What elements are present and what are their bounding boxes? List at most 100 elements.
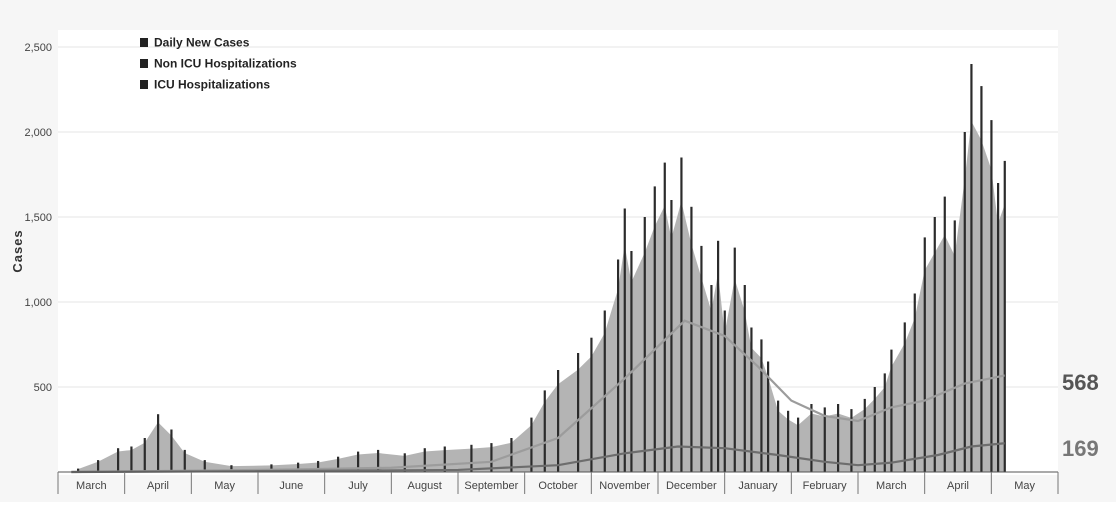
- x-tick-label: April: [947, 480, 969, 492]
- x-tick-label: March: [76, 480, 107, 492]
- y-tick-label: 1,000: [24, 297, 52, 309]
- daily-cases-bar-35: [680, 157, 683, 472]
- x-tick-label: August: [408, 480, 442, 492]
- daily-cases-bar-52: [850, 409, 853, 472]
- daily-cases-bar-45: [767, 361, 770, 472]
- daily-cases-bar-65: [980, 86, 983, 472]
- daily-cases-bar-20: [490, 443, 493, 472]
- daily-cases-bar-9: [230, 465, 233, 472]
- non-icu-end-value: 568: [1062, 370, 1099, 395]
- daily-cases-bar-22: [530, 417, 533, 472]
- daily-cases-bar-24: [557, 370, 560, 472]
- legend-item-label: ICU Hospitalizations: [154, 78, 270, 92]
- daily-cases-bar-51: [837, 404, 840, 472]
- daily-cases-bar-1: [97, 460, 100, 472]
- daily-cases-bar-10: [270, 464, 273, 472]
- daily-cases-bar-0: [77, 468, 80, 472]
- x-tick-label: May: [214, 480, 235, 492]
- legend-item-label: Non ICU Hospitalizations: [154, 57, 297, 71]
- x-tick-label: January: [738, 480, 778, 492]
- x-tick-label: September: [464, 480, 518, 492]
- daily-cases-bar-46: [777, 400, 780, 472]
- x-tick-label: February: [803, 480, 848, 492]
- daily-cases-bar-54: [873, 387, 876, 472]
- x-tick-label: May: [1014, 480, 1035, 492]
- daily-cases-bar-40: [723, 310, 726, 472]
- y-tick-label: 1,500: [24, 212, 52, 224]
- daily-cases-bar-67: [997, 183, 1000, 472]
- daily-cases-bar-27: [603, 310, 606, 472]
- daily-cases-bar-61: [943, 196, 946, 472]
- legend-swatch: [140, 80, 148, 89]
- daily-cases-bar-30: [630, 251, 633, 472]
- y-axis-label: Cases: [10, 229, 25, 272]
- daily-cases-bar-53: [863, 398, 866, 472]
- icu-end-value: 169: [1062, 436, 1099, 461]
- y-tick-label: 2,000: [24, 127, 52, 139]
- y-tick-label: 500: [34, 382, 52, 394]
- daily-cases-bar-3: [130, 446, 133, 472]
- daily-cases-bar-47: [787, 410, 790, 472]
- daily-cases-bar-48: [797, 417, 800, 472]
- daily-cases-bar-17: [423, 448, 426, 472]
- daily-cases-bar-8: [203, 460, 206, 472]
- daily-cases-bar-32: [653, 186, 656, 472]
- daily-cases-bar-37: [700, 245, 703, 472]
- daily-cases-bar-25: [577, 353, 580, 472]
- daily-cases-bar-28: [617, 259, 620, 472]
- x-tick-label: October: [538, 480, 577, 492]
- daily-cases-bar-50: [823, 407, 826, 472]
- daily-cases-bar-57: [903, 322, 906, 472]
- daily-cases-bar-62: [953, 220, 956, 472]
- daily-cases-bar-11: [297, 462, 300, 472]
- daily-cases-bar-29: [623, 208, 626, 472]
- daily-cases-bar-39: [717, 240, 720, 472]
- icu-hospitalizations-line: [71, 442, 1005, 474]
- daily-cases-bar-43: [750, 327, 753, 472]
- daily-cases-bar-31: [643, 217, 646, 472]
- daily-cases-bar-15: [377, 449, 380, 472]
- daily-cases-bar-19: [470, 444, 473, 472]
- daily-cases-bar-36: [690, 206, 693, 473]
- daily-cases-bar-7: [183, 449, 186, 472]
- daily-cases-bar-60: [933, 217, 936, 472]
- y-tick-label: 2,500: [24, 42, 52, 54]
- daily-cases-bar-66: [990, 120, 993, 472]
- daily-cases-bar-44: [760, 339, 763, 472]
- daily-cases-bar-55: [883, 373, 886, 472]
- x-tick-label: July: [348, 480, 368, 492]
- daily-cases-bar-59: [923, 237, 926, 472]
- daily-cases-bar-13: [337, 456, 340, 472]
- daily-cases-bar-68: [1003, 160, 1006, 472]
- daily-cases-bar-5: [157, 414, 160, 472]
- daily-cases-bar-12: [317, 460, 320, 472]
- daily-cases-bar-16: [403, 453, 406, 472]
- hospitalization-lines: [71, 319, 1005, 474]
- x-tick-label: April: [147, 480, 169, 492]
- daily-cases-bar-49: [810, 404, 813, 472]
- daily-cases-bar-38: [710, 285, 713, 472]
- daily-cases-bar-18: [443, 446, 446, 472]
- daily-cases-bar-58: [913, 293, 916, 472]
- daily-cases-bar-63: [963, 132, 966, 472]
- x-tick-label: June: [279, 480, 303, 492]
- daily-cases-bar-64: [970, 64, 973, 472]
- x-tick-label: November: [599, 480, 650, 492]
- daily-cases-bars: [77, 64, 1006, 473]
- daily-cases-bar-34: [670, 200, 673, 472]
- daily-cases-bar-6: [170, 429, 173, 472]
- daily-cases-bar-4: [143, 438, 146, 472]
- daily-cases-bar-42: [743, 285, 746, 472]
- x-tick-label: December: [666, 480, 717, 492]
- daily-cases-bar-33: [663, 162, 666, 472]
- daily-cases-bar-41: [733, 247, 736, 472]
- legend-item-label: Daily New Cases: [154, 36, 250, 50]
- legend-swatch: [140, 38, 148, 47]
- daily-cases-bar-56: [890, 349, 893, 472]
- end-labels: 568 169: [1062, 370, 1099, 461]
- axes: 500 1,000 1,500 2,000 2,500 Cases March April Ma…: [10, 42, 1059, 494]
- legend-swatch: [140, 59, 148, 68]
- legend: Daily New Cases Non ICU Hospitalizations I…: [140, 36, 297, 92]
